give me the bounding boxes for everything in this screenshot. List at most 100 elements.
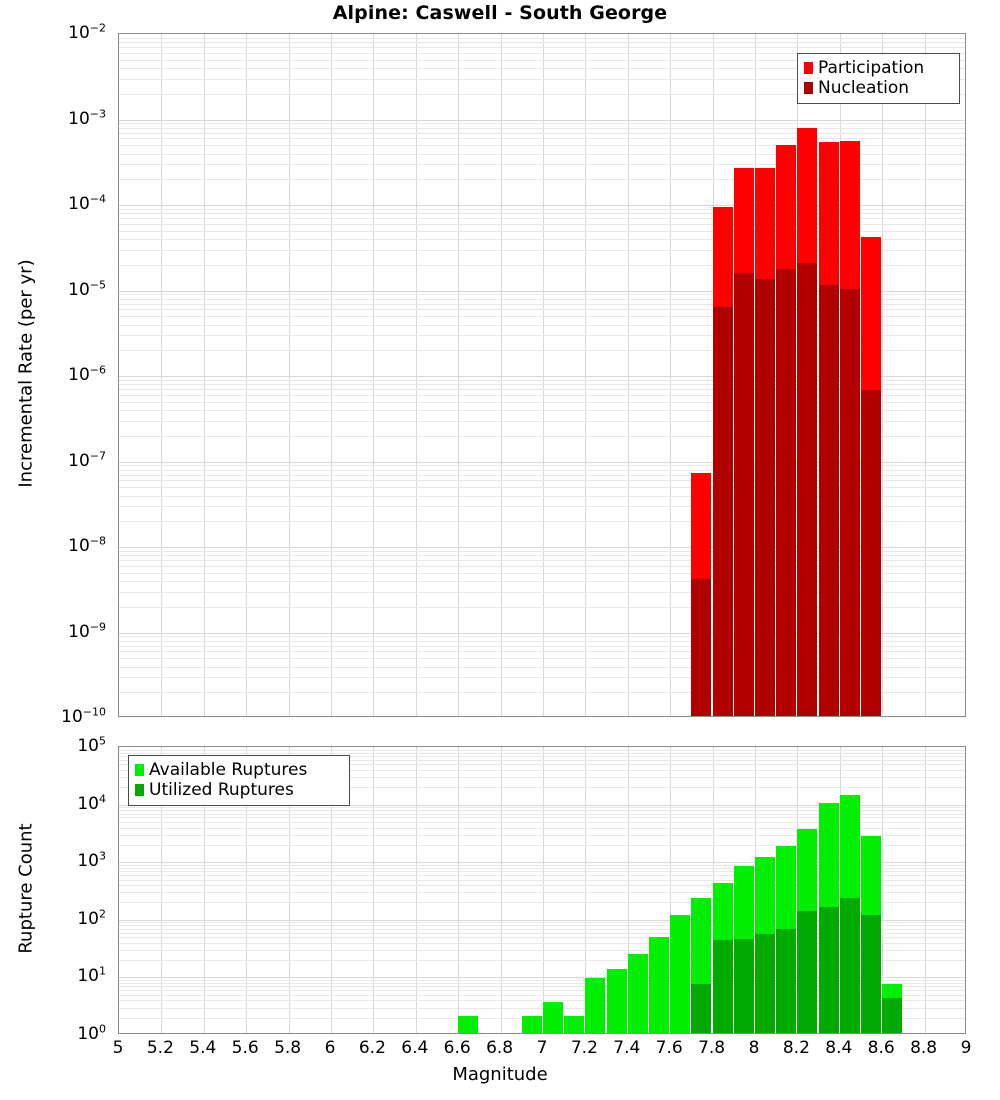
bar-segment-available-ruptures bbox=[649, 937, 669, 1033]
legend-swatch-icon bbox=[804, 82, 813, 94]
bar-segment-nucleation bbox=[861, 390, 881, 716]
bar-segment-utilized-ruptures bbox=[776, 928, 797, 1033]
x-tick-label: 7.2 bbox=[570, 1038, 598, 1058]
x-tick-label: 5 bbox=[112, 1038, 124, 1058]
bar bbox=[691, 747, 712, 1033]
y-tick-label: 101 bbox=[77, 964, 106, 987]
y-tick-label: 10−4 bbox=[68, 192, 106, 214]
mfd-chart-panel bbox=[118, 33, 966, 717]
y-tick-label: 10−3 bbox=[68, 106, 106, 129]
bar bbox=[818, 34, 839, 716]
bar-segment-nucleation bbox=[712, 307, 733, 716]
bar-segment-nucleation bbox=[776, 268, 797, 716]
legend-swatch-icon bbox=[804, 62, 813, 74]
x-tick-label: 7.8 bbox=[698, 1038, 726, 1058]
bar-segment-utilized-ruptures bbox=[733, 938, 754, 1033]
legend-label: Participation bbox=[818, 57, 925, 78]
bar bbox=[585, 747, 606, 1033]
x-tick-label: 8.8 bbox=[910, 1038, 938, 1058]
rupture-count-legend: Available Ruptures Utilized Ruptures bbox=[128, 755, 350, 806]
bar-segment-utilized-ruptures bbox=[797, 911, 818, 1033]
x-tick-label: 6.8 bbox=[486, 1038, 514, 1058]
rupture-count-y-axis-label: Rupture Count bbox=[15, 823, 37, 954]
x-tick-label: 5.8 bbox=[274, 1038, 302, 1058]
bar bbox=[521, 747, 542, 1033]
bar bbox=[797, 34, 818, 716]
y-tick-label: 10−6 bbox=[68, 363, 106, 385]
x-tick-label: 6 bbox=[324, 1038, 336, 1058]
bar bbox=[818, 747, 839, 1033]
bar bbox=[776, 34, 797, 716]
bar bbox=[479, 747, 499, 1033]
bar bbox=[606, 747, 627, 1033]
bar-segment-available-ruptures bbox=[564, 1015, 585, 1033]
bar-segment-utilized-ruptures bbox=[755, 934, 775, 1033]
bar-segment-nucleation bbox=[691, 579, 712, 716]
bar-segment-available-ruptures bbox=[606, 968, 627, 1033]
legend-item-nucleation: Nucleation bbox=[804, 78, 952, 98]
y-tick-label: 104 bbox=[77, 791, 106, 814]
x-tick-label: 5.6 bbox=[231, 1038, 259, 1058]
bar-segment-nucleation bbox=[839, 288, 860, 716]
bar bbox=[861, 747, 881, 1033]
legend-label: Available Ruptures bbox=[149, 759, 308, 780]
legend-swatch-icon bbox=[135, 784, 144, 796]
bar-segment-utilized-ruptures bbox=[839, 898, 860, 1033]
bar bbox=[691, 34, 712, 716]
legend-label: Utilized Ruptures bbox=[149, 779, 294, 800]
bar-segment-available-ruptures bbox=[627, 953, 648, 1033]
y-tick-label: 10−8 bbox=[68, 534, 106, 556]
x-tick-label: 8.2 bbox=[782, 1038, 810, 1058]
mfd-plot-area bbox=[118, 33, 966, 717]
bar bbox=[882, 747, 903, 1033]
bar bbox=[755, 747, 775, 1033]
bar-segment-utilized-ruptures bbox=[882, 998, 903, 1033]
bar-segment-utilized-ruptures bbox=[691, 984, 712, 1033]
x-tick-label: 8 bbox=[748, 1038, 760, 1058]
bar-segment-available-ruptures bbox=[458, 1015, 479, 1033]
bar-segment-utilized-ruptures bbox=[861, 915, 881, 1033]
bar bbox=[797, 747, 818, 1033]
bar-segment-available-ruptures bbox=[543, 1001, 563, 1033]
legend-item-available-ruptures: Available Ruptures bbox=[135, 760, 342, 780]
bar bbox=[670, 747, 691, 1033]
y-tick-label: 105 bbox=[77, 734, 106, 756]
y-tick-label: 10−10 bbox=[61, 705, 106, 727]
bar bbox=[564, 747, 585, 1033]
bar bbox=[543, 747, 563, 1033]
x-tick-label: 5.4 bbox=[189, 1038, 217, 1058]
bar bbox=[733, 747, 754, 1033]
bar bbox=[458, 747, 479, 1033]
bar-segment-available-ruptures bbox=[521, 1015, 542, 1033]
bar-segment-utilized-ruptures bbox=[818, 906, 839, 1033]
bar-segment-utilized-ruptures bbox=[712, 940, 733, 1033]
page-title: Alpine: Caswell - South George bbox=[332, 2, 668, 24]
bar bbox=[733, 34, 754, 716]
y-tick-label: 10−7 bbox=[68, 448, 106, 471]
y-tick-label: 102 bbox=[77, 907, 106, 929]
x-tick-label: 5.2 bbox=[146, 1038, 174, 1058]
bar-segment-nucleation bbox=[733, 273, 754, 716]
x-tick-label: 7.4 bbox=[613, 1038, 641, 1058]
bar-segment-available-ruptures bbox=[585, 978, 606, 1033]
y-tick-label: 10−9 bbox=[68, 619, 106, 642]
y-tick-label: 10−2 bbox=[68, 21, 106, 43]
bar bbox=[839, 34, 860, 716]
mfd-legend: Participation Nucleation bbox=[797, 53, 960, 104]
bar-segment-nucleation bbox=[818, 284, 839, 716]
bar-segment-available-ruptures bbox=[670, 915, 691, 1033]
x-tick-label: 6.2 bbox=[358, 1038, 386, 1058]
bar bbox=[861, 34, 881, 716]
bar bbox=[627, 747, 648, 1033]
mfd-y-axis-label: Incremental Rate (per yr) bbox=[15, 259, 37, 488]
x-tick-label: 6.4 bbox=[401, 1038, 429, 1058]
x-axis-label: Magnitude bbox=[452, 1064, 548, 1085]
x-tick-label: 7 bbox=[536, 1038, 548, 1058]
y-tick-label: 100 bbox=[77, 1022, 106, 1044]
x-tick-label: 8.6 bbox=[867, 1038, 895, 1058]
bar bbox=[649, 747, 669, 1033]
x-tick-label: 9 bbox=[960, 1038, 972, 1058]
bar bbox=[712, 747, 733, 1033]
legend-swatch-icon bbox=[135, 764, 144, 776]
